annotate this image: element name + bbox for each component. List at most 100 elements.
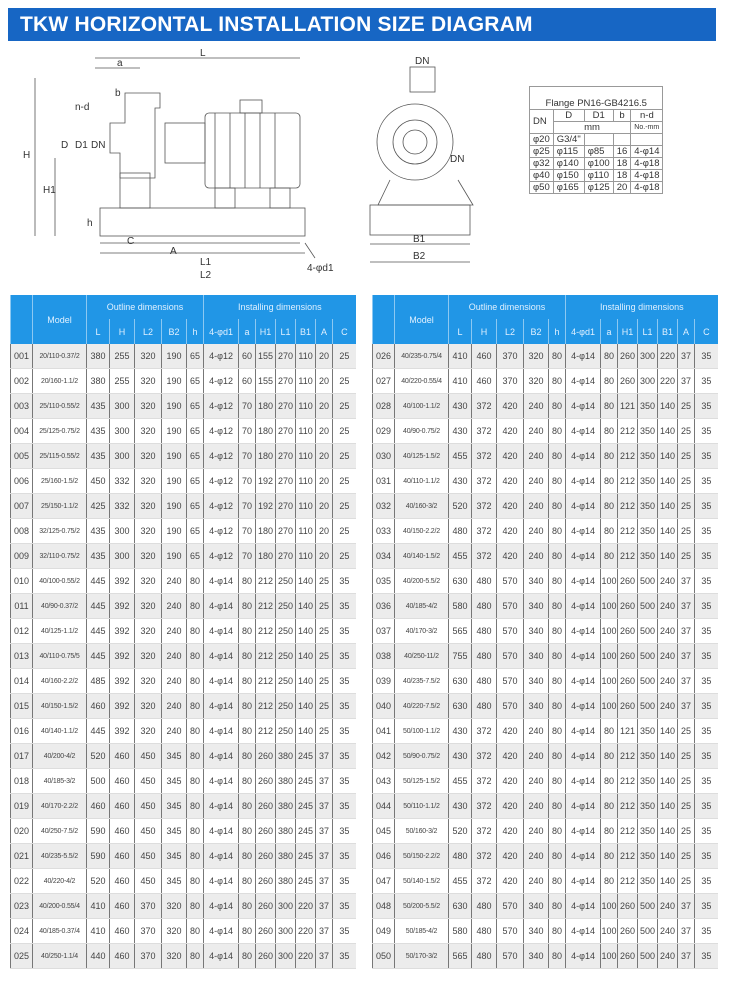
dimension-cell: 410 bbox=[86, 918, 110, 944]
dimension-cell: 35 bbox=[694, 793, 718, 819]
header-no bbox=[10, 295, 33, 344]
flange-cell: 20 bbox=[612, 181, 632, 194]
dimension-cell: 35 bbox=[694, 368, 718, 394]
dimension-cell: 80 bbox=[547, 368, 566, 394]
dimension-cell: 100 bbox=[600, 643, 618, 669]
flange-cell: φ25 bbox=[529, 145, 554, 158]
dimension-cell: 80 bbox=[238, 768, 256, 794]
dimension-cell: 570 bbox=[496, 568, 524, 594]
dimension-cell: 80 bbox=[185, 593, 204, 619]
label-4-d1: 4-φd1 bbox=[307, 263, 334, 274]
dimension-cell: 35 bbox=[694, 668, 718, 694]
dimension-cell: 240 bbox=[161, 618, 187, 644]
model-cell: 40/220-0.55/4 bbox=[394, 368, 449, 394]
dimension-cell: 260 bbox=[617, 943, 638, 969]
dimension-cell: 70 bbox=[238, 468, 256, 494]
dimension-cell: 4-φ12 bbox=[203, 493, 239, 519]
flange-cell: φ125 bbox=[583, 181, 614, 194]
dimension-cell: 250 bbox=[275, 718, 296, 744]
dimension-cell: 245 bbox=[295, 793, 316, 819]
header-installing-dimensions: Installing dimensions bbox=[565, 295, 718, 319]
dimension-cell: 520 bbox=[448, 818, 472, 844]
dimension-cell: 80 bbox=[547, 344, 566, 369]
flange-header-nd: n-d bbox=[630, 109, 664, 122]
dimension-cell: 460 bbox=[109, 893, 135, 919]
dimension-cell: 80 bbox=[600, 344, 618, 369]
dimension-cell: 455 bbox=[448, 868, 472, 894]
dimension-cell: 485 bbox=[86, 668, 110, 694]
dimension-cell: 70 bbox=[238, 418, 256, 444]
dimension-cell: 420 bbox=[496, 868, 524, 894]
row-number: 041 bbox=[372, 718, 395, 744]
dimension-cell: 80 bbox=[600, 818, 618, 844]
dimension-cell: 212 bbox=[255, 668, 276, 694]
label-DN-top: DN bbox=[415, 56, 429, 67]
dimension-cell: 80 bbox=[547, 693, 566, 719]
dimension-cell: 260 bbox=[255, 918, 276, 944]
dimension-cell: 35 bbox=[332, 568, 356, 594]
flange-cell bbox=[630, 133, 664, 146]
dimension-cell: 180 bbox=[255, 518, 276, 544]
header-col: H bbox=[109, 319, 135, 344]
dimension-cell: 4-φ14 bbox=[203, 743, 239, 769]
dimension-cell: 35 bbox=[332, 793, 356, 819]
model-cell: 50/125-1.5/2 bbox=[394, 768, 449, 794]
dimension-cell: 372 bbox=[471, 793, 497, 819]
dimension-cell: 35 bbox=[332, 693, 356, 719]
dimension-cell: 440 bbox=[86, 943, 110, 969]
dimension-cell: 240 bbox=[657, 668, 678, 694]
dimension-cell: 121 bbox=[617, 393, 638, 419]
table-row: 024 40/185-0.37/4 410 460 370 320 80 4-φ14 80 260… bbox=[10, 918, 356, 944]
page-title: TKW HORIZONTAL INSTALLATION SIZE DIAGRAM bbox=[8, 8, 716, 41]
dimension-cell: 25 bbox=[315, 643, 333, 669]
dimension-cell: 192 bbox=[255, 493, 276, 519]
dimension-cell: 35 bbox=[694, 518, 718, 544]
dimension-cell: 320 bbox=[134, 393, 162, 419]
header-col: a bbox=[600, 319, 618, 344]
table-row: 013 40/110-0.75/5 445 392 320 240 80 4-φ14 80 212… bbox=[10, 643, 356, 669]
dimension-cell: 80 bbox=[547, 618, 566, 644]
dimension-cell: 100 bbox=[600, 943, 618, 969]
dimension-cell: 480 bbox=[471, 893, 497, 919]
dimension-cell: 25 bbox=[677, 393, 695, 419]
dimension-cell: 270 bbox=[275, 543, 296, 569]
model-cell: 40/160-2.2/2 bbox=[32, 668, 87, 694]
row-number: 042 bbox=[372, 743, 395, 769]
dimension-cell: 240 bbox=[523, 843, 549, 869]
dimension-cell: 65 bbox=[185, 468, 204, 494]
dimension-cell: 4-φ14 bbox=[565, 493, 601, 519]
dimension-cell: 140 bbox=[657, 418, 678, 444]
dimension-cell: 20 bbox=[315, 443, 333, 469]
table-row: 003 25/110-0.55/2 435 300 320 190 65 4-φ12 70 180… bbox=[10, 393, 356, 419]
dimension-cell: 380 bbox=[86, 344, 110, 369]
dimension-cell: 250 bbox=[275, 643, 296, 669]
model-cell: 40/170-3/2 bbox=[394, 618, 449, 644]
model-cell: 25/125-0.75/2 bbox=[32, 418, 87, 444]
dimension-cell: 420 bbox=[496, 393, 524, 419]
dimension-cell: 500 bbox=[637, 918, 658, 944]
row-number: 049 bbox=[372, 918, 395, 944]
dimension-cell: 212 bbox=[255, 568, 276, 594]
row-number: 032 bbox=[372, 493, 395, 519]
dimension-cell: 420 bbox=[496, 493, 524, 519]
dimension-cell: 190 bbox=[161, 344, 187, 369]
header-outline-dimensions: Outline dimensions bbox=[85, 295, 204, 319]
flange-cell: φ50 bbox=[529, 181, 554, 194]
dimension-cell: 260 bbox=[617, 593, 638, 619]
model-cell: 40/235-7.5/2 bbox=[394, 668, 449, 694]
dimension-cell: 80 bbox=[185, 643, 204, 669]
header-col: B2 bbox=[523, 319, 549, 344]
dimension-cell: 25 bbox=[677, 418, 695, 444]
dimension-cell: 300 bbox=[275, 918, 296, 944]
dimension-cell: 80 bbox=[600, 418, 618, 444]
dimension-cell: 372 bbox=[471, 468, 497, 494]
dimension-cell: 4-φ14 bbox=[565, 818, 601, 844]
label-DN-side: DN bbox=[450, 154, 464, 165]
dimension-cell: 350 bbox=[637, 793, 658, 819]
dimension-cell: 80 bbox=[600, 493, 618, 519]
flange-row: φ50 φ165 φ125 20 4-φ18 bbox=[529, 181, 664, 194]
table-row: 010 40/100-0.55/2 445 392 320 240 80 4-φ14 80 212… bbox=[10, 568, 356, 594]
dimension-cell: 37 bbox=[677, 344, 695, 369]
dimension-cell: 520 bbox=[86, 868, 110, 894]
header-col: H bbox=[471, 319, 497, 344]
